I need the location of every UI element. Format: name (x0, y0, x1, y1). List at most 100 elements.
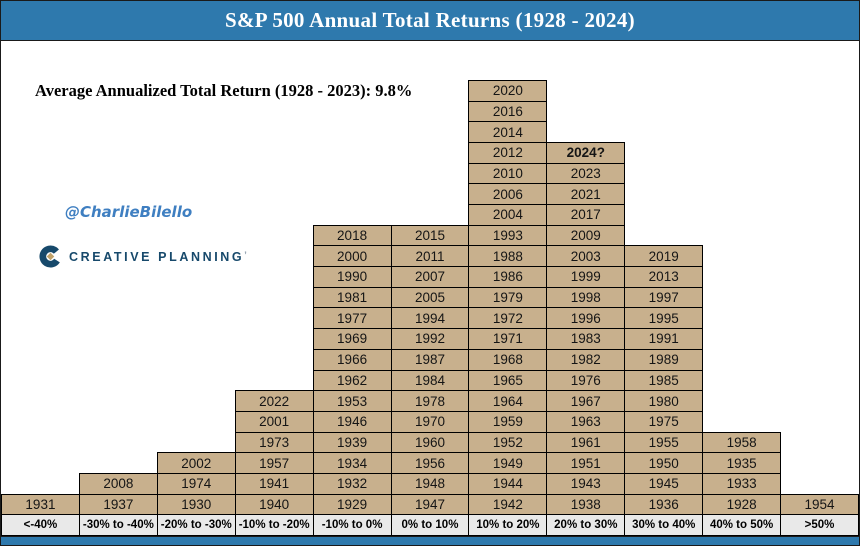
year-cell: 1993 (468, 224, 548, 247)
year-cell: 2016 (468, 100, 548, 123)
year-cell: 1974 (156, 472, 236, 495)
year-cell: 1984 (390, 369, 470, 392)
year-cell: 1997 (624, 286, 704, 309)
bucket-label: 10% to 20% (468, 514, 548, 536)
year-cell: 2012 (468, 141, 548, 164)
year-cell: 1934 (312, 452, 392, 474)
creative-planning-logo: CREATIVE PLANNING’ (39, 245, 249, 268)
bucket-label: >50% (780, 514, 859, 536)
year-cell: 1992 (390, 328, 470, 350)
year-cell: 1977 (312, 307, 392, 330)
histogram-column: 2018 2000 1990 1981 1977 1969 1966 1962 1953 1946… (312, 224, 392, 536)
year-cell: 1996 (546, 307, 626, 330)
year-cell: 2011 (390, 245, 470, 268)
year-cell: 2019 (624, 245, 704, 268)
year-cell: 1976 (546, 369, 626, 392)
year-cell: 1944 (468, 472, 548, 495)
year-cell: 2021 (546, 183, 626, 205)
creative-planning-c-icon (39, 245, 62, 268)
year-cell: 1937 (78, 493, 158, 516)
bucket-label: -20% to -30% (156, 514, 236, 536)
bucket-label: 0% to 10% (390, 514, 470, 536)
year-cell: 2004 (468, 204, 548, 226)
year-cell: 1969 (312, 328, 392, 350)
year-cell: 1981 (312, 286, 392, 309)
year-cell: 1963 (546, 410, 626, 433)
year-cell: 1967 (546, 390, 626, 412)
year-cell: 1991 (624, 328, 704, 350)
histogram-column: 2002 1974 1930 -20% to -30% (156, 452, 236, 536)
year-cell: 1951 (546, 452, 626, 474)
year-cell: 1986 (468, 266, 548, 288)
year-cell: 1973 (234, 431, 314, 454)
year-cell: 1964 (468, 390, 548, 412)
author-handle: @CharlieBilello (65, 203, 193, 221)
bucket-label: 40% to 50% (702, 514, 782, 536)
year-cell: 1966 (312, 348, 392, 371)
year-cell: 1998 (546, 286, 626, 309)
year-cell: 1968 (468, 348, 548, 371)
bucket-label: 20% to 30% (546, 514, 626, 536)
year-cell: 1999 (546, 266, 626, 288)
year-cell: 1930 (156, 493, 236, 516)
year-cell: 1953 (312, 390, 392, 412)
year-cell: 1948 (390, 472, 470, 495)
year-cell: 1952 (468, 431, 548, 454)
histogram-column: 1954 >50% (780, 493, 859, 536)
year-cell: 1989 (624, 348, 704, 371)
year-cell: 1982 (546, 348, 626, 371)
bucket-label: 30% to 40% (624, 514, 704, 536)
year-cell: 2018 (312, 224, 392, 247)
year-cell: 2003 (546, 245, 626, 268)
year-cell: 2000 (312, 245, 392, 268)
bottom-accent-bar (1, 536, 859, 545)
year-cell: 1947 (390, 493, 470, 516)
year-cell: 1939 (312, 431, 392, 454)
year-cell: 2020 (468, 79, 548, 102)
year-cell: 1958 (702, 431, 782, 454)
year-cell: 1985 (624, 369, 704, 392)
year-cell: 1929 (312, 493, 392, 516)
year-cell: 1995 (624, 307, 704, 330)
year-cell: 1941 (234, 472, 314, 495)
bucket-label: -30% to -40% (78, 514, 158, 536)
year-cell: 2024? (546, 141, 626, 164)
year-cell: 2009 (546, 224, 626, 247)
year-cell: 1938 (546, 493, 626, 516)
year-cell: 2001 (234, 410, 314, 433)
year-cell: 2010 (468, 162, 548, 185)
year-cell: 1983 (546, 328, 626, 350)
year-cell: 1956 (390, 452, 470, 474)
year-cell: 1949 (468, 452, 548, 474)
year-cell: 2017 (546, 204, 626, 226)
year-cell: 1988 (468, 245, 548, 268)
year-cell: 1936 (624, 493, 704, 516)
year-cell: 1979 (468, 286, 548, 309)
year-cell: 1971 (468, 328, 548, 350)
histogram-column: 2015 2011 2007 2005 1994 1992 1987 1984 1978 1970… (390, 224, 470, 536)
trademark-tick: ’ (244, 249, 250, 260)
year-cell: 1942 (468, 493, 548, 516)
year-cell: 1987 (390, 348, 470, 371)
title-bar: S&P 500 Annual Total Returns (1928 - 202… (1, 1, 859, 41)
year-cell: 1962 (312, 369, 392, 392)
year-cell: 1970 (390, 410, 470, 433)
year-cell: 1932 (312, 472, 392, 495)
year-cell: 1945 (624, 472, 704, 495)
year-cell: 1978 (390, 390, 470, 412)
year-cell: 1931 (1, 493, 80, 516)
histogram-column: 2024? 2023 2021 2017 2009 2003 1999 1998 1996 198… (546, 141, 626, 536)
average-return-note: Average Annualized Total Return (1928 - … (35, 81, 413, 100)
year-cell: 2007 (390, 266, 470, 288)
bucket-label: -10% to -20% (234, 514, 314, 536)
year-cell: 2002 (156, 452, 236, 474)
year-cell: 1960 (390, 431, 470, 454)
year-cell: 1959 (468, 410, 548, 433)
histogram: 1931 <-40% 2008 1937 -30% to -40% 2002 1974 193… (1, 79, 859, 536)
year-cell: 1933 (702, 472, 782, 495)
logo-wordmark: CREATIVE PLANNING’ (69, 249, 250, 264)
year-cell: 2023 (546, 162, 626, 185)
year-cell: 1943 (546, 472, 626, 495)
year-cell: 1935 (702, 452, 782, 474)
